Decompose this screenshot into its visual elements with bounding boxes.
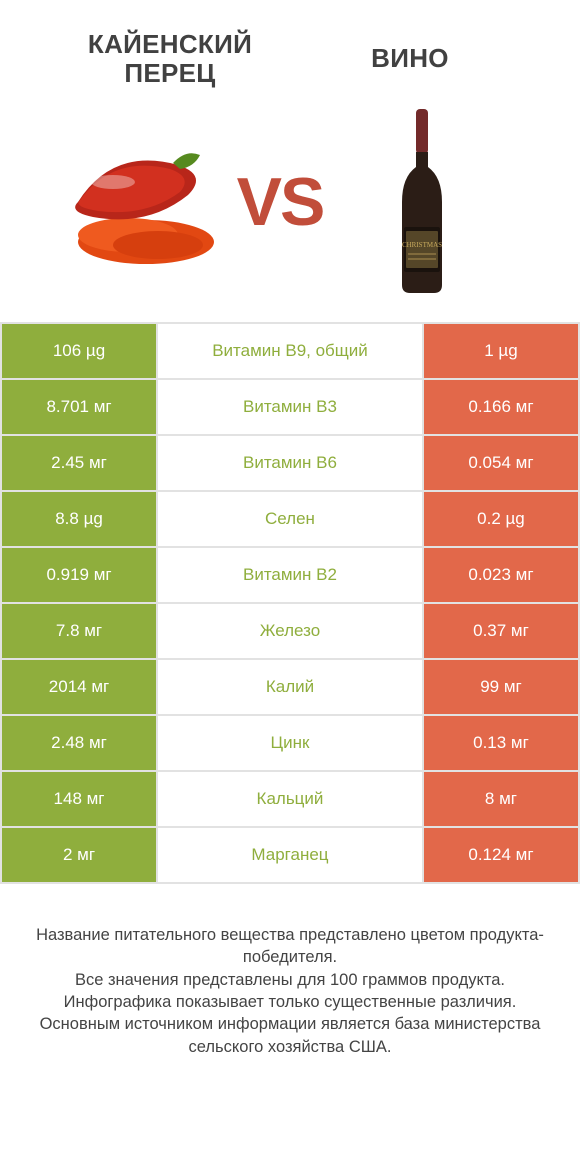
header-right: ВИНО [290, 30, 530, 73]
value-right: 0.124 мг [423, 827, 579, 883]
value-left: 2 мг [1, 827, 157, 883]
table-row: 0.919 мгВитамин B20.023 мг [1, 547, 579, 603]
footer-notes: Название питательного вещества представл… [0, 884, 580, 1058]
value-right: 0.166 мг [423, 379, 579, 435]
nutrient-label: Витамин B9, общий [157, 323, 423, 379]
table-row: 8.701 мгВитамин B30.166 мг [1, 379, 579, 435]
value-left: 2.48 мг [1, 715, 157, 771]
hero-row: VS CHRISTMAS [0, 87, 580, 322]
table-row: 2014 мгКалий99 мг [1, 659, 579, 715]
vs-label: VS [237, 163, 324, 241]
value-left: 106 µg [1, 323, 157, 379]
product-left-title: КАЙЕНСКИЙ ПЕРЕЦ [50, 30, 290, 87]
header-left: КАЙЕНСКИЙ ПЕРЕЦ [50, 30, 290, 87]
value-left: 8.8 µg [1, 491, 157, 547]
footer-line: Все значения представлены для 100 граммо… [25, 969, 555, 991]
nutrient-label: Витамин B2 [157, 547, 423, 603]
value-right: 0.13 мг [423, 715, 579, 771]
nutrient-label: Витамин B6 [157, 435, 423, 491]
value-left: 2.45 мг [1, 435, 157, 491]
footer-line: Название питательного вещества представл… [25, 924, 555, 969]
nutrient-label: Селен [157, 491, 423, 547]
table-row: 2 мгМарганец0.124 мг [1, 827, 579, 883]
nutrient-label: Калий [157, 659, 423, 715]
nutrient-label: Цинк [157, 715, 423, 771]
value-left: 8.701 мг [1, 379, 157, 435]
nutrient-label: Марганец [157, 827, 423, 883]
comparison-table: 106 µgВитамин B9, общий1 µg8.701 мгВитам… [0, 322, 580, 884]
value-right: 0.37 мг [423, 603, 579, 659]
value-right: 1 µg [423, 323, 579, 379]
table-row: 7.8 мгЖелезо0.37 мг [1, 603, 579, 659]
value-right: 0.023 мг [423, 547, 579, 603]
table-row: 2.45 мгВитамин B60.054 мг [1, 435, 579, 491]
nutrient-label: Витамин B3 [157, 379, 423, 435]
value-left: 0.919 мг [1, 547, 157, 603]
value-left: 148 мг [1, 771, 157, 827]
value-left: 7.8 мг [1, 603, 157, 659]
hero-left [40, 112, 237, 292]
table-row: 2.48 мгЦинк0.13 мг [1, 715, 579, 771]
hero-right: CHRISTMAS [323, 112, 520, 292]
title-line: ПЕРЕЦ [124, 58, 215, 88]
value-right: 0.2 µg [423, 491, 579, 547]
header: КАЙЕНСКИЙ ПЕРЕЦ ВИНО [0, 0, 580, 87]
svg-text:CHRISTMAS: CHRISTMAS [402, 241, 442, 249]
value-right: 8 мг [423, 771, 579, 827]
nutrient-label: Кальций [157, 771, 423, 827]
product-right-title: ВИНО [290, 30, 530, 73]
value-right: 99 мг [423, 659, 579, 715]
cayenne-pepper-icon [58, 137, 218, 267]
table-row: 8.8 µgСелен0.2 µg [1, 491, 579, 547]
table-row: 148 мгКальций8 мг [1, 771, 579, 827]
value-left: 2014 мг [1, 659, 157, 715]
footer-line: Основным источником информации является … [25, 1013, 555, 1058]
title-line: КАЙЕНСКИЙ [88, 29, 252, 59]
footer-line: Инфографика показывает только существенн… [25, 991, 555, 1013]
wine-bottle-icon: CHRISTMAS [392, 107, 452, 297]
nutrient-label: Железо [157, 603, 423, 659]
table-row: 106 µgВитамин B9, общий1 µg [1, 323, 579, 379]
value-right: 0.054 мг [423, 435, 579, 491]
